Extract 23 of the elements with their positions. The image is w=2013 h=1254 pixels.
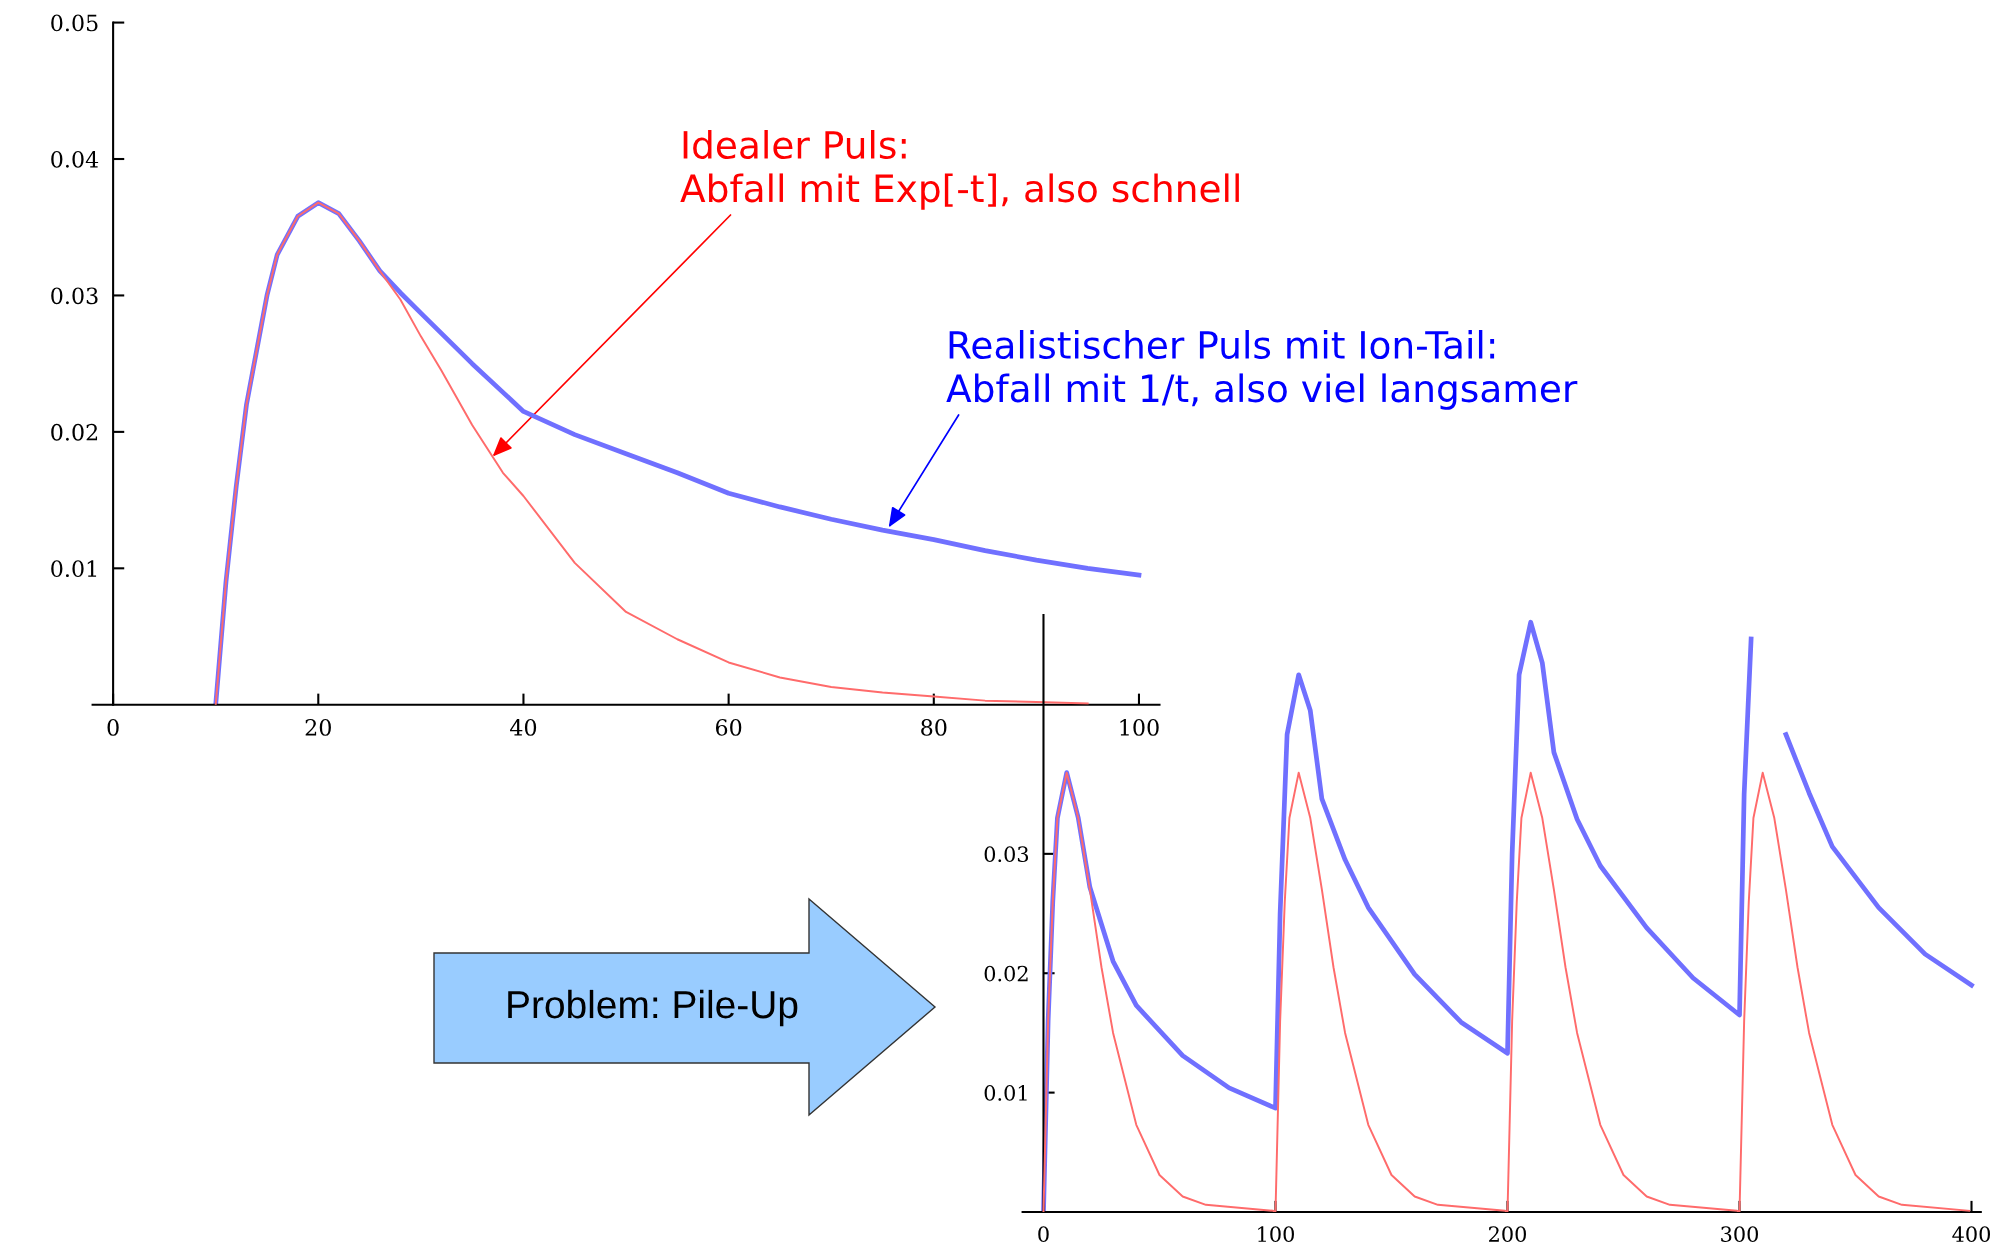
y-tick-label: 0.01 <box>51 560 97 578</box>
y-tick-label: 0.03 <box>51 287 98 305</box>
x-tick-label: 200 <box>1489 1226 1526 1243</box>
x-tick-label: 40 <box>510 719 537 736</box>
text: Problem: Pile-Up <box>508 989 798 1027</box>
x-tick-label: 0 <box>107 719 119 736</box>
annotation: Realistischer Puls mit Ion-Tail: Abfall mit 1/t, also viel langsamer <box>946 330 1578 410</box>
x-tick-label: 100 <box>1120 719 1159 736</box>
x-tick-label: 60 <box>715 719 742 736</box>
y-tick-label: 0.04 <box>51 150 99 168</box>
x-tick-label: 300 <box>1721 1226 1758 1243</box>
y-tick-label: 0.05 <box>51 14 98 32</box>
y-tick-label: 0.02 <box>51 423 98 441</box>
x-tick-label: 400 <box>1952 1226 1991 1243</box>
x-tick-label: 100 <box>1258 1226 1294 1243</box>
line-series <box>1042 771 1971 1212</box>
annotation: Idealer Puls: Abfall mit Exp[-t], also schnell <box>680 130 1239 210</box>
y-tick-label: 0.03 <box>984 846 1029 863</box>
y-tick-label: 0.01 <box>984 1085 1027 1101</box>
x-tick-label: 20 <box>305 719 331 736</box>
x-tick-label: 80 <box>921 719 947 736</box>
y-tick-label: 0.02 <box>984 965 1028 982</box>
x-tick-label: 0 <box>1038 1226 1049 1243</box>
